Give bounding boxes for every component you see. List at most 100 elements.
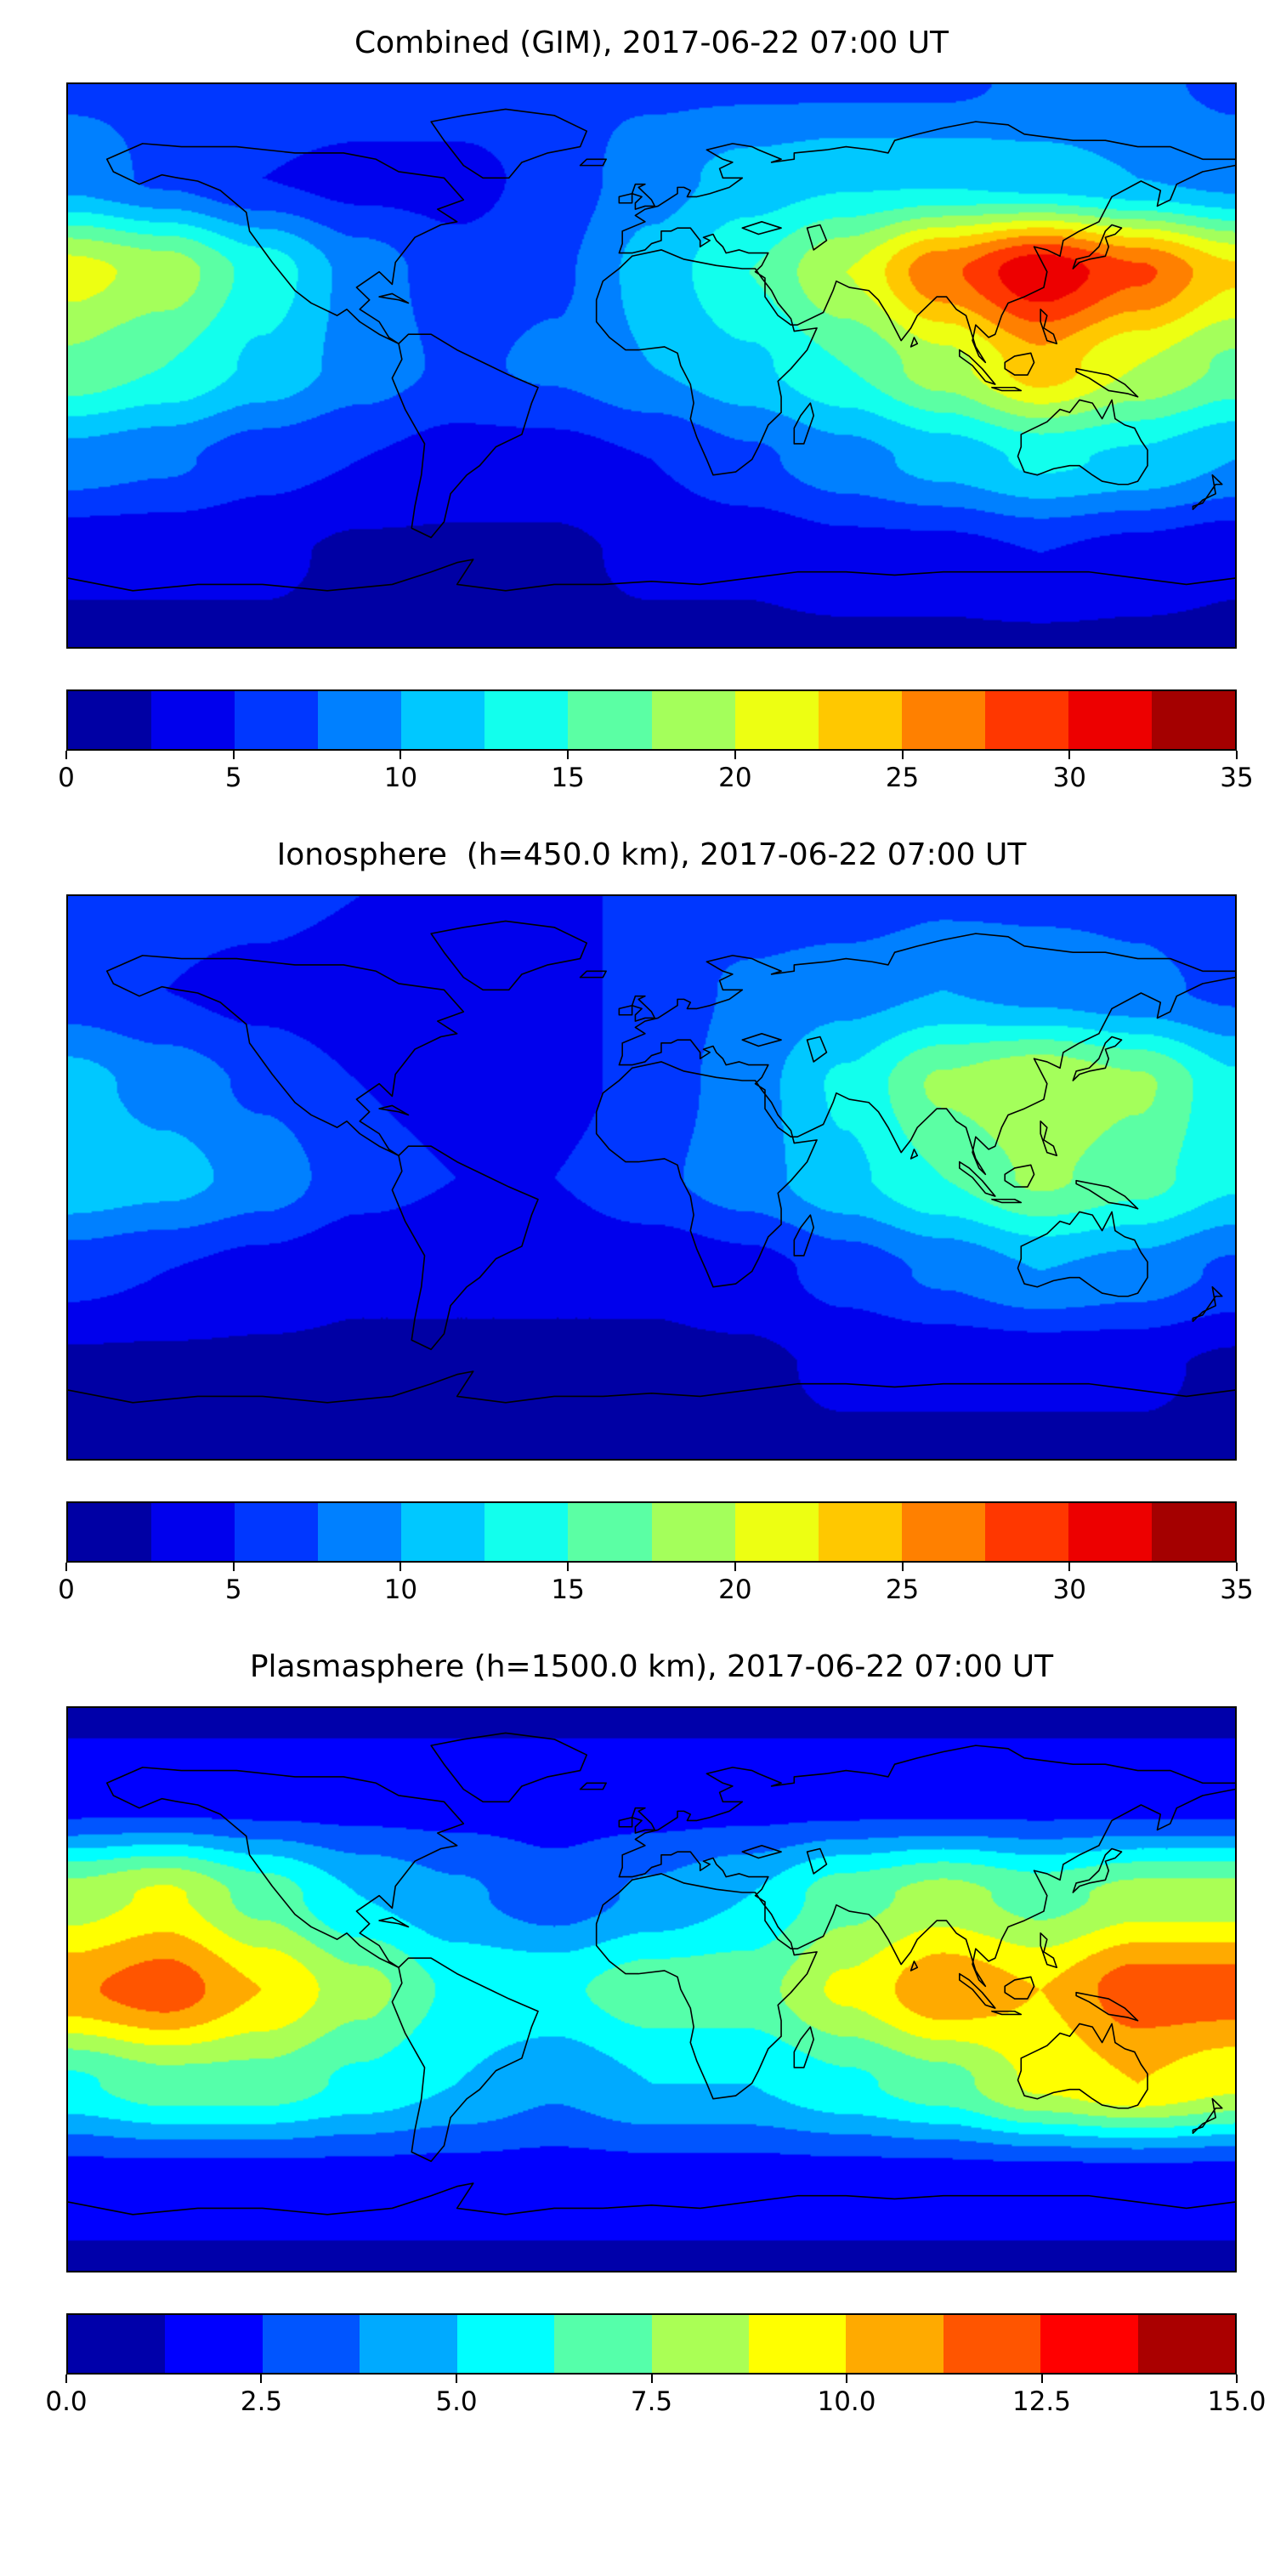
colorbar-tick-marks	[65, 751, 1238, 761]
coastline-path	[68, 1733, 1235, 2214]
colorbar-tick-mark	[901, 751, 904, 759]
colorbar-tick-mark	[567, 1563, 570, 1571]
colorbar-segment	[748, 2315, 847, 2373]
tec-map-canvas	[68, 896, 1235, 1459]
colorbar-segment	[151, 1503, 235, 1561]
colorbar-segment	[568, 691, 652, 749]
colorbar-segment	[68, 1503, 152, 1561]
panel-combined-gim: Combined (GIM), 2017-06-22 07:00 UT 0 5 10…	[0, 26, 1275, 798]
colorbar-segment	[901, 691, 985, 749]
colorbar-tick-mark	[1068, 751, 1071, 759]
world-coastlines-overlay	[68, 1708, 1235, 2271]
colorbar-tick-label: 15.0	[1207, 2386, 1266, 2417]
colorbar-segment	[568, 1503, 652, 1561]
colorbar-tick-label: 30	[1052, 763, 1087, 793]
colorbar-tick-mark	[65, 1563, 67, 1571]
colorbar-ionosphere: 0 5 10 15 20 25 30 35	[58, 1501, 1254, 1610]
colorbar-segment	[262, 2315, 360, 2373]
colorbar-segment	[943, 2315, 1041, 2373]
colorbar-segment	[235, 691, 319, 749]
world-coastlines-overlay	[68, 84, 1235, 647]
colorbar-tick-mark	[734, 751, 736, 759]
colorbar-segment	[1137, 2315, 1236, 2373]
colorbar-tick-label: 10	[383, 763, 418, 793]
colorbar-tick-mark	[650, 2375, 653, 2383]
map-plasmasphere	[66, 1706, 1237, 2272]
colorbar-plasmasphere: 0.0 2.5 5.0 7.5 10.0 12.5 15.0	[45, 2313, 1266, 2422]
colorbar-segment	[984, 691, 1068, 749]
colorbar-segment	[484, 691, 569, 749]
panel-plasmasphere: Plasmasphere (h=1500.0 km), 2017-06-22 0…	[0, 1649, 1275, 2422]
colorbar-tick-mark	[734, 1563, 736, 1571]
colorbar-tick-mark	[567, 751, 570, 759]
colorbar-tick-mark	[260, 2375, 263, 2383]
colorbar-segment	[68, 2315, 166, 2373]
colorbar-tick-label: 25	[885, 763, 920, 793]
colorbar-segment	[1068, 1503, 1153, 1561]
colorbar-tick-mark	[845, 2375, 847, 2383]
colorbar-tick-label: 2.5	[240, 2386, 283, 2417]
colorbar-segment	[651, 1503, 735, 1561]
colorbar-segment	[151, 691, 235, 749]
colorbar-segment	[1040, 2315, 1138, 2373]
colorbar-tick-label: 35	[1220, 763, 1254, 793]
colorbar-tick-label: 35	[1220, 1575, 1254, 1605]
colorbar-tick-label: 20	[718, 763, 752, 793]
colorbar-tick-mark	[1236, 2375, 1238, 2383]
panel-title-ionosphere: Ionosphere (h=450.0 km), 2017-06-22 07:0…	[276, 837, 1027, 872]
colorbar-tick-label: 0.0	[45, 2386, 88, 2417]
colorbar-segment	[984, 1503, 1068, 1561]
colorbar-tick-label: 25	[885, 1575, 920, 1605]
colorbar-gradient	[66, 1501, 1237, 1563]
colorbar-segment	[401, 691, 485, 749]
colorbar-segment	[651, 691, 735, 749]
colorbar-tick-labels: 0 5 10 15 20 25 30 35	[58, 761, 1254, 798]
colorbar-segment	[235, 1503, 319, 1561]
world-coastlines-overlay	[68, 896, 1235, 1459]
colorbar-tick-mark	[232, 1563, 235, 1571]
colorbar-segment	[401, 1503, 485, 1561]
colorbar-combined: 0 5 10 15 20 25 30 35	[58, 689, 1254, 798]
colorbar-tick-mark	[1236, 751, 1238, 759]
colorbar-tick-mark	[1040, 2375, 1043, 2383]
colorbar-segment	[554, 2315, 652, 2373]
colorbar-tick-mark	[901, 1563, 904, 1571]
colorbar-tick-label: 7.5	[630, 2386, 673, 2417]
colorbar-tick-label: 0	[58, 1575, 75, 1605]
colorbar-tick-label: 12.5	[1012, 2386, 1072, 2417]
colorbar-tick-label: 30	[1052, 1575, 1087, 1605]
map-ionosphere	[66, 894, 1237, 1461]
colorbar-segment	[318, 691, 402, 749]
colorbar-segment	[846, 2315, 944, 2373]
colorbar-tick-mark	[455, 2375, 457, 2383]
colorbar-segment	[360, 2315, 457, 2373]
colorbar-tick-mark	[232, 751, 235, 759]
colorbar-tick-labels: 0 5 10 15 20 25 30 35	[58, 1573, 1254, 1610]
colorbar-tick-label: 20	[718, 1575, 752, 1605]
colorbar-gradient	[66, 689, 1237, 751]
colorbar-segment	[165, 2315, 263, 2373]
colorbar-tick-marks	[65, 1563, 1238, 1573]
tec-map-canvas	[68, 1708, 1235, 2271]
colorbar-tick-marks	[65, 2375, 1238, 2385]
colorbar-tick-mark	[400, 751, 402, 759]
page-title: Combined (GIM), 2017-06-22 07:00 UT	[354, 26, 949, 60]
coastline-path	[68, 109, 1235, 590]
colorbar-tick-label: 15	[551, 1575, 585, 1605]
colorbar-segment	[456, 2315, 555, 2373]
colorbar-segment	[651, 2315, 749, 2373]
colorbar-tick-label: 10.0	[817, 2386, 876, 2417]
colorbar-segment	[1068, 691, 1153, 749]
panel-title-plasmasphere: Plasmasphere (h=1500.0 km), 2017-06-22 0…	[249, 1649, 1054, 1684]
colorbar-segment	[1152, 1503, 1236, 1561]
map-combined-gim	[66, 82, 1237, 649]
colorbar-segment	[484, 1503, 569, 1561]
colorbar-gradient	[66, 2313, 1237, 2375]
colorbar-tick-mark	[65, 2375, 67, 2383]
colorbar-tick-labels: 0.0 2.5 5.0 7.5 10.0 12.5 15.0	[45, 2385, 1266, 2422]
colorbar-segment	[818, 691, 902, 749]
colorbar-tick-mark	[65, 751, 67, 759]
colorbar-segment	[734, 1503, 819, 1561]
colorbar-segment	[818, 1503, 902, 1561]
colorbar-tick-label: 5.0	[435, 2386, 478, 2417]
